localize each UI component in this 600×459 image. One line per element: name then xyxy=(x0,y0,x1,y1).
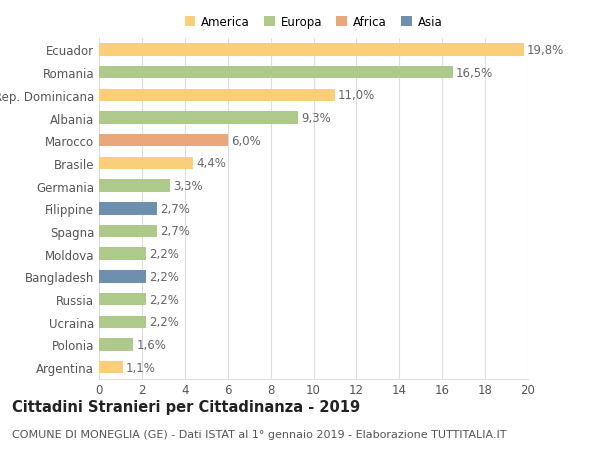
Bar xyxy=(99,361,122,374)
Bar xyxy=(99,44,524,56)
Bar xyxy=(99,248,146,260)
Text: 1,6%: 1,6% xyxy=(137,338,166,351)
Text: 16,5%: 16,5% xyxy=(456,67,493,79)
Bar xyxy=(99,202,157,215)
Text: 2,2%: 2,2% xyxy=(149,270,179,283)
Text: 1,1%: 1,1% xyxy=(126,361,155,374)
Text: 2,7%: 2,7% xyxy=(160,225,190,238)
Text: 19,8%: 19,8% xyxy=(527,44,564,57)
Text: 2,7%: 2,7% xyxy=(160,202,190,215)
Bar xyxy=(99,112,298,124)
Text: 2,2%: 2,2% xyxy=(149,316,179,329)
Text: Cittadini Stranieri per Cittadinanza - 2019: Cittadini Stranieri per Cittadinanza - 2… xyxy=(12,399,360,414)
Text: 9,3%: 9,3% xyxy=(302,112,331,125)
Bar xyxy=(99,270,146,283)
Text: 11,0%: 11,0% xyxy=(338,89,376,102)
Text: 6,0%: 6,0% xyxy=(231,134,260,147)
Bar xyxy=(99,293,146,306)
Text: 2,2%: 2,2% xyxy=(149,248,179,261)
Bar xyxy=(99,338,133,351)
Bar xyxy=(99,180,170,192)
Bar xyxy=(99,225,157,238)
Text: 2,2%: 2,2% xyxy=(149,293,179,306)
Text: 4,4%: 4,4% xyxy=(197,157,226,170)
Bar xyxy=(99,90,335,102)
Bar xyxy=(99,67,453,79)
Bar xyxy=(99,157,193,170)
Bar xyxy=(99,134,228,147)
Text: 3,3%: 3,3% xyxy=(173,180,203,193)
Bar xyxy=(99,316,146,328)
Text: COMUNE DI MONEGLIA (GE) - Dati ISTAT al 1° gennaio 2019 - Elaborazione TUTTITALI: COMUNE DI MONEGLIA (GE) - Dati ISTAT al … xyxy=(12,429,506,439)
Legend: America, Europa, Africa, Asia: America, Europa, Africa, Asia xyxy=(180,11,447,34)
